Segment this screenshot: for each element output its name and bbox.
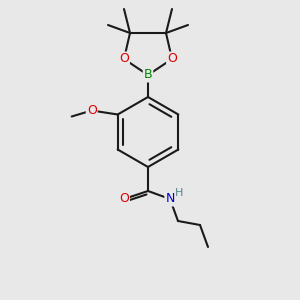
Text: O: O <box>119 193 129 206</box>
Text: O: O <box>119 52 129 65</box>
Text: H: H <box>175 188 183 198</box>
Text: N: N <box>165 193 175 206</box>
Text: O: O <box>87 104 97 117</box>
Text: B: B <box>144 68 152 82</box>
Text: O: O <box>167 52 177 65</box>
